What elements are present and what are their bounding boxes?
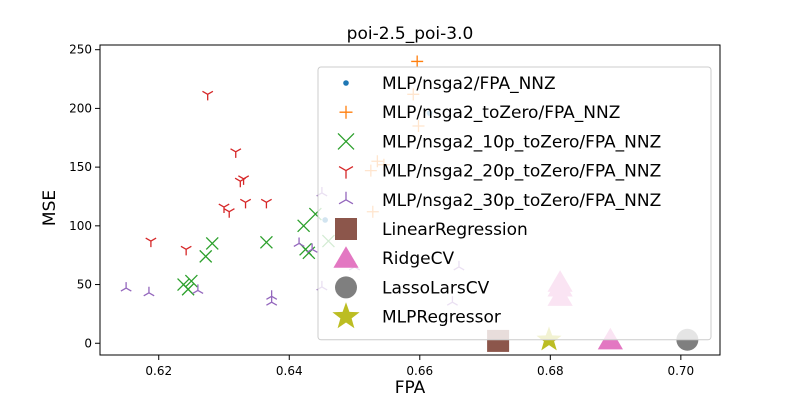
- x-tick-label: 0.64: [276, 364, 303, 378]
- legend-marker: [343, 80, 349, 86]
- data-point-mlp-nsga2-30p-tozero-fpa-nnz: [192, 284, 204, 294]
- data-point-mlp-nsga2-10p-tozero-fpa-nnz: [181, 282, 195, 296]
- data-point-mlp-nsga2-20p-tozero-fpa-nnz: [202, 90, 214, 101]
- data-point-mlp-nsga2-10p-tozero-fpa-nnz: [302, 246, 316, 260]
- data-point-mlp-nsga2-20p-tozero-fpa-nnz: [230, 148, 242, 158]
- data-point-mlp-nsga2-30p-tozero-fpa-nnz: [306, 243, 318, 253]
- x-tick-label: 0.70: [667, 364, 694, 378]
- legend-marker: [332, 302, 360, 329]
- data-point-mlp-nsga2-10p-tozero-fpa-nnz: [205, 236, 219, 250]
- y-tick-label: 150: [69, 160, 92, 174]
- legend-marker: [338, 191, 354, 205]
- legend-marker: [335, 218, 357, 240]
- legend: MLP/nsga2/FPA_NNZ MLP/nsga2_toZero/FPA_NN…: [317, 66, 712, 341]
- x-tick-label: 0.68: [537, 364, 564, 378]
- legend-label: LassoLarsCV: [382, 278, 490, 298]
- data-point-mlp-nsga2-30p-tozero-fpa-nnz: [293, 237, 305, 248]
- y-tick-label: 0: [84, 336, 92, 350]
- data-point-mlp-nsga2-20p-tozero-fpa-nnz: [239, 198, 252, 209]
- data-point-mlp-nsga2-20p-tozero-fpa-nnz: [260, 198, 272, 209]
- legend-label: LinearRegression: [382, 220, 528, 240]
- data-point-mlp-nsga2-20p-tozero-fpa-nnz: [218, 203, 230, 214]
- y-axis-label: MSE: [40, 190, 60, 226]
- x-axis-label: FPA: [395, 378, 426, 398]
- legend-label: MLP/nsga2_30p_toZero/FPA_NNZ: [382, 191, 661, 211]
- y-tick-label: 250: [69, 43, 92, 57]
- data-point-mlp-nsga2-30p-tozero-fpa-nnz: [266, 296, 278, 306]
- legend-marker: [337, 132, 355, 150]
- x-tick-label: 0.66: [406, 364, 433, 378]
- legend-label: MLP/nsga2_20p_toZero/FPA_NNZ: [382, 162, 661, 182]
- legend-label: MLPRegressor: [382, 308, 501, 328]
- legend-marker: [335, 276, 357, 299]
- legend-label: MLP/nsga2/FPA_NNZ: [382, 74, 556, 94]
- y-tick-label: 100: [69, 219, 92, 233]
- data-point-mlp-nsga2-tozero-fpa-nnz: [411, 55, 424, 68]
- data-point-mlp-nsga2-10p-tozero-fpa-nnz: [259, 235, 273, 249]
- legend-label: RidgeCV: [382, 249, 454, 269]
- chart-title: poi-2.5_poi-3.0: [347, 24, 474, 44]
- legend-marker: [333, 246, 359, 268]
- data-point-mlp-nsga2-20p-tozero-fpa-nnz: [145, 237, 157, 248]
- data-point-mlp-nsga2-30p-tozero-fpa-nnz: [266, 290, 278, 300]
- y-tick-label: 50: [77, 278, 92, 292]
- y-tick-label: 200: [69, 101, 92, 115]
- data-point-mlp-nsga2-20p-tozero-fpa-nnz: [238, 175, 250, 185]
- legend-marker: [338, 166, 354, 179]
- data-point-mlp-nsga2-10p-tozero-fpa-nnz: [184, 274, 198, 288]
- data-point-mlp-nsga2-30p-tozero-fpa-nnz: [143, 286, 155, 297]
- legend-marker: [339, 105, 353, 119]
- data-point-mlp-nsga2-20p-tozero-fpa-nnz: [223, 208, 235, 218]
- x-tick-label: 0.62: [145, 364, 172, 378]
- legend-box: [317, 66, 712, 341]
- axis-ticks: 0.62 0.64 0.66 0.68 0.70 0 50 100 150 200 250: [69, 43, 694, 378]
- data-point-mlp-nsga2-10p-tozero-fpa-nnz: [297, 219, 311, 233]
- data-point-mlp-nsga2-20p-tozero-fpa-nnz: [180, 245, 192, 256]
- plot-frame: [99, 44, 721, 356]
- legend-label: MLP/nsga2_10p_toZero/FPA_NNZ: [382, 132, 661, 152]
- legend-label: MLP/nsga2_toZero/FPA_NNZ: [382, 103, 620, 123]
- data-point-mlp-nsga2-10p-tozero-fpa-nnz: [199, 249, 213, 263]
- data-point-mlp-nsga2-30p-tozero-fpa-nnz: [120, 282, 132, 292]
